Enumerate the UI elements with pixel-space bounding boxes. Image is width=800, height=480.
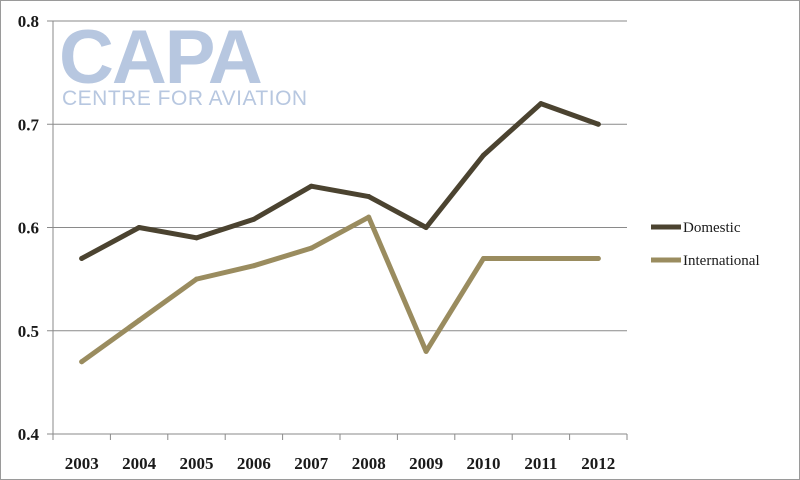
x-axis-tick-labels: 2003 2004 2005 2006 2007 2008 2009 2010 2011 2012 (65, 454, 616, 473)
data-point (79, 255, 85, 261)
data-point (308, 183, 314, 189)
data-point (79, 359, 85, 365)
data-point (423, 348, 429, 354)
x-tick-label: 2009 (409, 454, 443, 473)
data-point (595, 121, 601, 127)
data-point (538, 255, 544, 261)
data-point (194, 235, 199, 241)
data-point (366, 214, 372, 220)
x-tick-label: 2010 (467, 454, 501, 473)
y-tick-label: 0.4 (18, 425, 40, 444)
data-point (538, 101, 544, 107)
data-point (136, 225, 142, 230)
legend-label: Domestic (683, 220, 741, 236)
x-tick-label: 2008 (352, 454, 386, 473)
y-tick-label: 0.7 (18, 115, 40, 134)
series-line-domestic (79, 101, 601, 261)
data-point (595, 255, 601, 261)
x-tick-label: 2012 (581, 454, 615, 473)
data-point (308, 245, 314, 251)
data-point (136, 317, 142, 323)
y-tick-label: 0.8 (18, 12, 39, 31)
x-tick-label: 2006 (237, 454, 271, 473)
data-point (251, 216, 257, 222)
x-tick-label: 2004 (122, 454, 157, 473)
axes (47, 20, 628, 440)
x-tick-label: 2005 (180, 454, 214, 473)
legend-label: International (683, 253, 760, 269)
x-tick-label: 2003 (65, 454, 99, 473)
x-tick-label: 2007 (294, 454, 329, 473)
capa-logo: CAPA CENTRE FOR AVIATION (59, 15, 308, 110)
data-point (251, 263, 257, 269)
data-point (481, 152, 486, 158)
legend: Domestic International (651, 220, 760, 269)
series-lines (79, 101, 601, 365)
y-tick-label: 0.5 (18, 322, 39, 341)
data-point (481, 255, 486, 261)
data-point (366, 194, 372, 200)
logo-wordmark: CAPA (59, 15, 261, 100)
y-axis-tick-labels: 0.4 0.5 0.6 0.7 0.8 (18, 12, 40, 444)
logo-tagline: CENTRE FOR AVIATION (62, 87, 308, 110)
x-tick-label: 2011 (524, 454, 557, 473)
y-tick-label: 0.6 (18, 219, 39, 238)
series-line-international (79, 214, 601, 365)
data-point (194, 276, 199, 282)
data-point (423, 225, 429, 230)
